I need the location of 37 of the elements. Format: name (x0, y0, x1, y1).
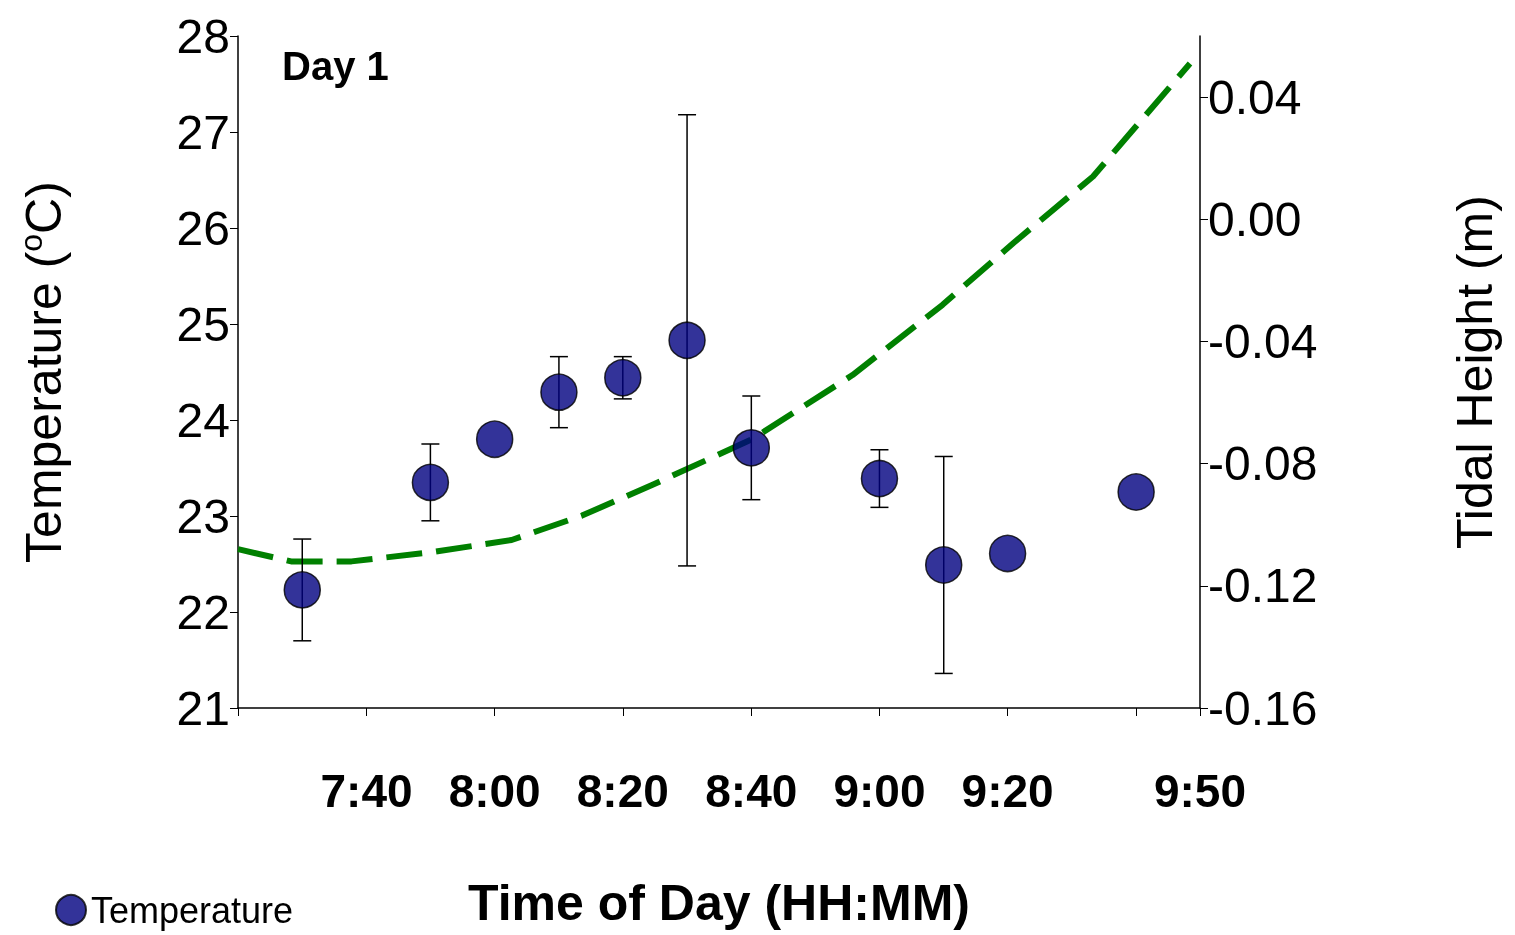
x-tick-label: 9:00 (833, 765, 926, 817)
x-tick-label: 8:20 (576, 765, 669, 817)
y-axis-title: Temperature (oC) (13, 181, 72, 563)
point (475, 420, 514, 458)
y-tick-label: 22 (176, 585, 230, 639)
point (732, 429, 771, 467)
y2-tick-label: -0.12 (1208, 559, 1318, 613)
point (604, 359, 642, 397)
point (540, 373, 578, 411)
x-tick-label: 8:00 (448, 765, 541, 817)
x-axis-title: Time of Day (HH:MM) (468, 875, 970, 931)
point (411, 463, 450, 502)
point (925, 546, 963, 584)
point (283, 571, 322, 609)
y2-axis-title: Tidal Height (m) (1447, 195, 1503, 549)
x-tick-label: 7:40 (320, 765, 413, 817)
y2-tick-label: 0.00 (1208, 192, 1302, 246)
y-tick-label: 26 (176, 201, 230, 255)
y2-tick-label: -0.04 (1208, 314, 1318, 368)
y-tick-label: 28 (176, 9, 230, 63)
x-tick-label: 9:20 (961, 765, 1054, 817)
legend-label: Temperature (91, 889, 294, 931)
x-tick-label: 9:50 (1153, 765, 1247, 817)
y-tick-label: 24 (176, 393, 230, 447)
point (668, 321, 706, 360)
point (860, 459, 899, 498)
y-tick-label: 23 (176, 489, 230, 543)
point (988, 534, 1027, 573)
y2-tick-label: -0.08 (1208, 437, 1318, 491)
x-tick-label: 8:40 (705, 765, 798, 817)
y2-tick-label: 0.04 (1208, 70, 1302, 124)
annotation: Day 1 (282, 44, 389, 88)
y2-tick-label: -0.16 (1208, 681, 1318, 735)
y-tick-label: 21 (176, 681, 230, 735)
y-tick-label: 25 (176, 297, 230, 351)
y-tick-label: 27 (176, 105, 230, 159)
point (1117, 473, 1155, 511)
